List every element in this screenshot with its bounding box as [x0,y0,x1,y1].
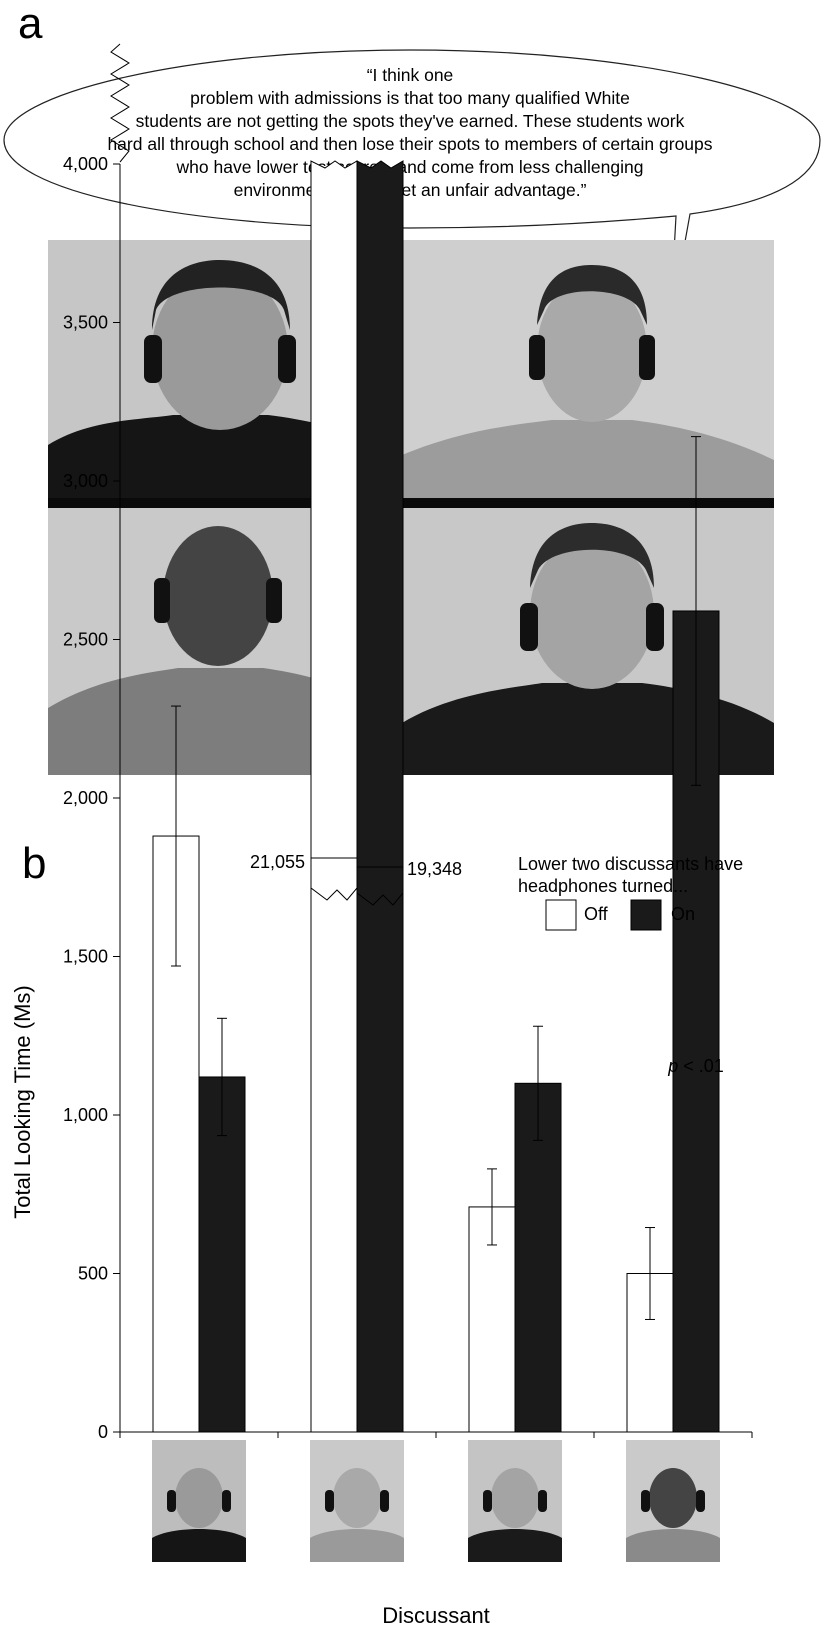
panel-a-label: a [18,0,43,48]
thumbnail-face [491,1468,539,1528]
y-tick-label: 0 [98,1422,108,1442]
discussant-video-grid [48,240,774,775]
y-tick-label: 4,000 [63,154,108,174]
panel-b-label: b [22,839,47,888]
thumbnail-face [175,1468,223,1528]
y-axis-title: Total Looking Time (Ms) [10,985,35,1219]
significance-annotation: p < .01 [667,1056,724,1076]
bar-off-cap [310,857,358,901]
thumbnail-shirt [468,1529,562,1562]
thumbnail-shirt [626,1529,720,1562]
thumbnail-headphone [538,1490,547,1512]
bar-off-broken [310,160,358,1433]
thumbnail-face [333,1468,381,1528]
thumbnail-headphone [222,1490,231,1512]
y-tick-label: 2,000 [63,788,108,808]
person-2-silhouette [402,240,774,498]
bubble-outline [3,49,821,326]
y-tick-label: 500 [78,1264,108,1284]
y-axis-break [110,43,130,163]
speech-bubble [3,49,821,326]
thumbnail-headphone [483,1490,492,1512]
thumbnail-shirt [310,1529,404,1562]
bar-on [198,1076,246,1433]
y-tick-label: 3,500 [63,313,108,333]
thumbnail-headphone [167,1490,176,1512]
y-tick-label: 2,500 [63,630,108,650]
x-axis-title: Discussant [382,1603,490,1628]
bar-value-label: 19,348 [407,859,462,879]
bar-on-broken [356,160,404,1433]
thumbnail-headphone [696,1490,705,1512]
legend-label-off: Off [584,904,609,924]
bar-value-label: 21,055 [250,852,305,872]
thumbnail-face [649,1468,697,1528]
bar-on-cap [356,866,404,906]
legend-swatch-off [545,899,577,931]
thumbnail-shirt [152,1529,246,1562]
y-tick-label: 1,500 [63,947,108,967]
bar-on [514,1082,562,1433]
legend-title-line2: headphones turned... [518,876,688,896]
legend-swatch-on [630,899,662,931]
thumbnail-headphone [380,1490,389,1512]
y-tick-label: 1,000 [63,1105,108,1125]
legend-label-on: On [671,904,695,924]
y-tick-label: 3,000 [63,471,108,491]
thumbnail-headphone [641,1490,650,1512]
legend-title-line1: Lower two discussants have [518,854,743,874]
video-feed-top-right [402,240,774,498]
thumbnail-headphone [325,1490,334,1512]
